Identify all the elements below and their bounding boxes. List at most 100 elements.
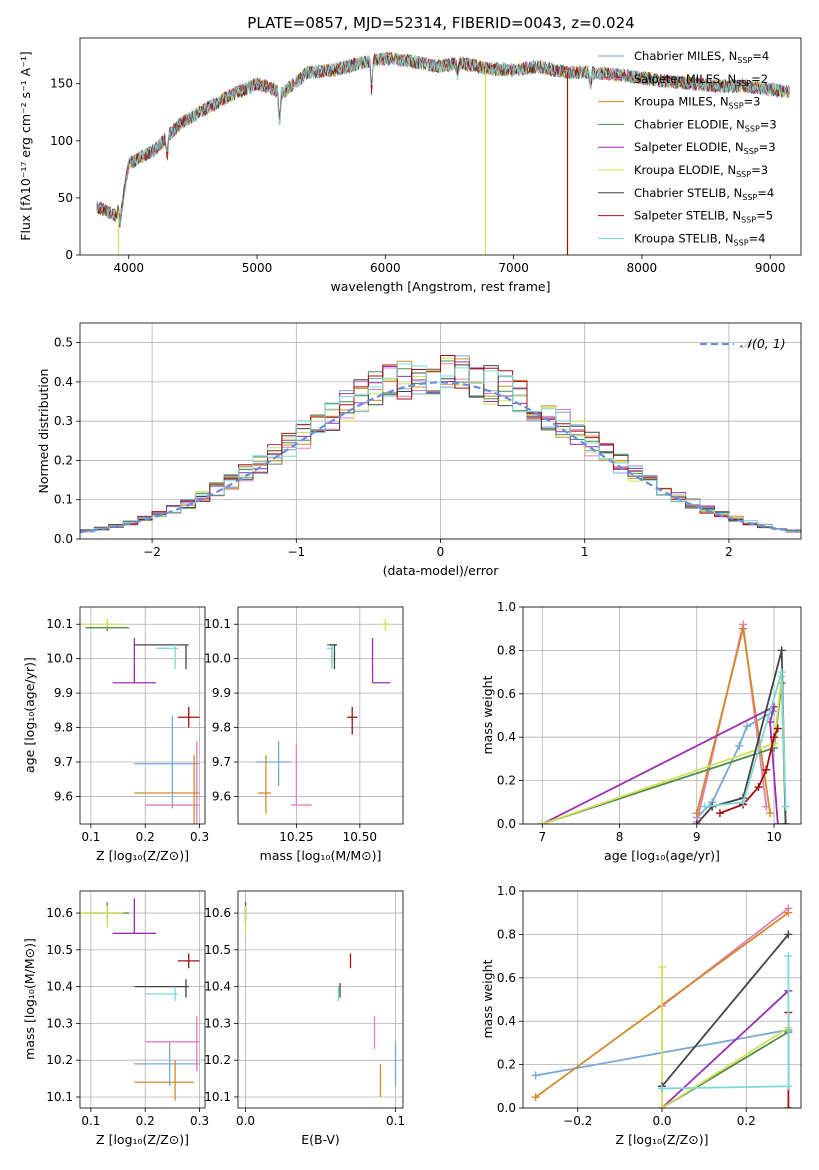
legend-entry-chabrier_elodie: Chabrier ELODIE, NSSP=3 [634, 117, 777, 133]
errorbar-salpeter_elodie [112, 898, 157, 934]
y-tick-label: 9.7 [212, 755, 231, 769]
x-tick-label: 6000 [370, 261, 401, 275]
x-tick-label: 8 [616, 830, 624, 844]
y-tick-label: 0.0 [497, 1101, 516, 1115]
x-tick-label: 10.50 [343, 830, 377, 844]
weight-marker-kroupa_stelib [739, 798, 748, 807]
y-tick-label: 150 [50, 77, 73, 91]
y-tick-label: 9.6 [54, 789, 73, 803]
x-tick-label: −2 [143, 545, 161, 559]
weight-marker-kroupa_miles [766, 809, 775, 818]
x-axis-label: mass [log₁₀(M/M⊙)] [260, 848, 382, 863]
x-tick-label: 1 [581, 545, 589, 559]
weight-marker-chabrier_miles [735, 741, 744, 750]
x-tick-label: 0.3 [190, 1114, 209, 1128]
mass_vs_ebv-marks [244, 902, 397, 1097]
y-tick-label: 0.2 [497, 1058, 516, 1072]
y-tick-label: 0.1 [54, 493, 73, 507]
errorbar-kroupa_stelib [326, 644, 335, 669]
mass_vs_ebv-panel: 0.0 0.1 10.1 10.2 10.3 10.4 10.5 10.6 E(B-V) [204, 890, 405, 1147]
y-tick-label: 0.2 [497, 774, 516, 788]
weight-marker-kroupa_stelib [781, 802, 790, 811]
y-tick-label: 10.1 [46, 617, 73, 631]
errorbar-salpeter_miles [145, 741, 200, 824]
age_vs_mass-panel: 10.25 10.50 9.6 9.7 9.8 9.9 10.0 10.1 mass [log₁… [204, 606, 404, 863]
y-tick-label: 0.4 [497, 730, 516, 744]
errorbar-salpeter_stelib [177, 953, 200, 969]
axes-frame [79, 37, 802, 256]
y-tick-label: 10.2 [46, 1053, 73, 1067]
y-axis-label: mass [log₁₀(M/M⊙)] [22, 938, 37, 1060]
errorbar-kroupa_miles [134, 755, 200, 824]
y-tick-label: 10.5 [46, 943, 73, 957]
y-tick-label: 0.8 [497, 643, 516, 657]
axes-frame [237, 606, 404, 825]
y-axis-label: mass weight [480, 675, 495, 754]
x-tick-label: 0.1 [386, 1114, 405, 1128]
weight-marker-kroupa_miles [531, 1093, 540, 1102]
weight-marker-salpeter_stelib [754, 783, 763, 792]
spectrum-line-salpeter_stelib [96, 51, 790, 228]
x-tick-label: 0.0 [236, 1114, 255, 1128]
x-tick-label: 8000 [627, 261, 658, 275]
errorbar-salpeter_miles [291, 744, 312, 806]
weight_vs_age-marks [538, 620, 790, 824]
x-tick-label: 9000 [755, 261, 786, 275]
weight-line-chabrier_stelib [661, 933, 790, 1087]
weight-marker-chabrier_miles [742, 722, 751, 731]
weight-marker-salpeter_stelib [715, 809, 724, 818]
x-tick-label: −1 [287, 545, 305, 559]
errorbar-chabrier_miles [134, 1041, 200, 1086]
x-tick-label: −0.2 [563, 1114, 592, 1128]
y-tick-label: 0.6 [497, 971, 516, 985]
y-tick-label: 9.8 [54, 721, 73, 735]
weight-marker-kroupa_stelib [700, 802, 709, 811]
age_vs_Z-panel: 0.1 0.2 0.3 9.6 9.7 9.8 9.9 10.0 10.1 Z [log₁₀(Z/… [22, 606, 209, 863]
y-axis-label: mass weight [480, 959, 495, 1038]
y-tick-label: 9.9 [212, 686, 231, 700]
x-tick-label: 0.2 [136, 830, 155, 844]
legend-entry-salpeter_miles: Salpeter MILES, NSSP=2 [634, 72, 768, 88]
y-tick-label: 10.3 [204, 1016, 231, 1030]
weight_vs_age-panel: 7 8 9 10 0.0 0.2 0.4 0.6 0.8 1.0 age [log₁₀(age/yr… [480, 600, 802, 863]
weight-marker-kroupa_stelib [658, 1084, 666, 1093]
weight_vs_Z-marks [531, 904, 793, 1108]
plot-layer: 4000 5000 6000 7000 8000 9000050100150wavelen… [18, 37, 802, 1147]
axes-frame [79, 606, 206, 825]
y-tick-label: 9.9 [54, 686, 73, 700]
y-tick-label: 10.5 [204, 943, 231, 957]
weight-marker-kroupa_elodie [658, 962, 666, 971]
weight-line-kroupa_elodie [661, 967, 789, 1108]
legend-entry-kroupa_stelib: Kroupa STELIB, NSSP=4 [634, 231, 765, 247]
legend-entry-kroupa_elodie: Kroupa ELODIE, NSSP=3 [634, 163, 768, 179]
weight-marker-salpeter_elodie [773, 820, 782, 824]
legend-entry-salpeter_stelib: Salpeter STELIB, NSSP=5 [634, 209, 773, 225]
y-tick-label: 10.0 [204, 652, 231, 666]
weight-marker-chabrier_stelib [777, 646, 786, 655]
errorbar-kroupa_elodie [80, 905, 124, 928]
errorbar-chabrier_stelib [134, 979, 189, 998]
spectrum-line-kroupa_stelib [96, 51, 790, 226]
weight-marker-salpeter_stelib [773, 724, 782, 733]
residuals-panel: −2 −1 0 1 2 0.0 0.1 0.2 0.3 0.4 0.5 (data-model)/er… [36, 322, 802, 578]
x-tick-label: 0.3 [190, 830, 209, 844]
residuals-marks [80, 355, 801, 534]
x-tick-label: 4000 [113, 261, 144, 275]
y-tick-label: 10.4 [204, 980, 231, 994]
x-tick-label: 5000 [242, 261, 273, 275]
axes-frame [79, 890, 206, 1109]
y-tick-label: 1.0 [497, 884, 516, 898]
y-tick-label: 10.0 [46, 652, 73, 666]
weight-marker-chabrier_stelib [781, 820, 790, 824]
weight-marker-salpeter_stelib [769, 733, 778, 742]
x-axis-label: E(B-V) [301, 1132, 340, 1147]
errorbar-kroupa_elodie [380, 619, 391, 632]
y-tick-label: 10.2 [204, 1053, 231, 1067]
errorbar-salpeter_elodie [371, 638, 391, 684]
weight_vs_Z-panel: −0.2 0.0 0.2 0.0 0.2 0.4 0.6 0.8 1.0 Z [log₁₀(Z/Z… [480, 884, 802, 1147]
weight-marker-kroupa_stelib [784, 1082, 793, 1091]
x-tick-label: 0.1 [81, 830, 100, 844]
y-tick-label: 0.3 [54, 414, 73, 428]
x-tick-label: 0.2 [136, 1114, 155, 1128]
weight-line-salpeter_miles [695, 624, 768, 823]
